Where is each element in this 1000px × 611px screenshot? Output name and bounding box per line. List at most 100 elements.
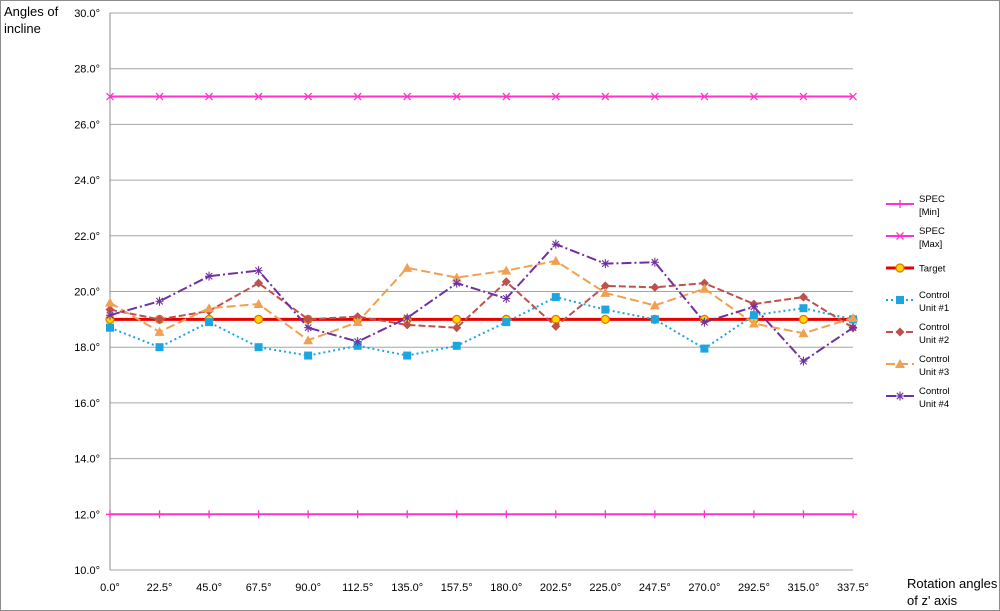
data-point [304, 510, 313, 519]
data-point [551, 293, 560, 302]
data-point [600, 314, 610, 324]
legend-label: [Min] [919, 207, 940, 218]
data-point [749, 302, 758, 312]
y-tick-label: 30.0° [74, 8, 100, 20]
x-tick-label: 292.5° [738, 582, 770, 594]
x-tick-label: 0.0° [100, 582, 120, 594]
data-point [600, 281, 610, 291]
data-point [649, 300, 660, 310]
data-point [452, 510, 461, 519]
x-tick-label: 337.5° [837, 582, 869, 594]
data-point [849, 323, 857, 333]
data-point [155, 92, 164, 101]
legend-label: Control [919, 354, 950, 365]
data-point [204, 303, 215, 313]
x-tick-label: 247.5° [639, 582, 671, 594]
legend-label: Control [919, 386, 950, 397]
data-point [352, 317, 363, 327]
data-point [748, 318, 759, 328]
data-point [155, 510, 164, 519]
data-point [798, 292, 808, 302]
data-point [254, 266, 263, 276]
data-point [105, 297, 115, 307]
data-point [451, 272, 462, 282]
series-control-unit-2 [105, 277, 858, 333]
data-point [155, 314, 165, 324]
data-point [253, 299, 264, 309]
legend-swatch-marker [896, 232, 904, 240]
data-point [403, 510, 412, 519]
data-point [650, 315, 659, 324]
data-point [452, 323, 462, 333]
data-point [650, 510, 659, 519]
legend-swatch-marker [896, 391, 904, 401]
data-point [848, 312, 858, 322]
series-line [109, 280, 854, 329]
data-point [551, 510, 560, 519]
legend-label: SPEC [919, 194, 945, 205]
legend-label: Control [919, 290, 950, 301]
data-point [205, 271, 214, 281]
x-tick-label: 202.5° [540, 582, 572, 594]
data-point [205, 318, 214, 327]
data-point [452, 341, 461, 350]
data-point [452, 92, 461, 101]
data-point [749, 92, 758, 101]
y-tick-label: 28.0° [74, 64, 100, 76]
x-tick-label: 90.0° [295, 582, 321, 594]
y-tick-label: 18.0° [74, 342, 100, 354]
data-point [699, 278, 709, 288]
legend-label: SPEC [919, 226, 945, 237]
series-control-unit-1 [106, 293, 857, 360]
data-point [452, 278, 461, 288]
legend-label: Target [919, 264, 946, 275]
data-point [650, 282, 660, 292]
legend-item: Control Unit #2 [886, 322, 950, 346]
data-point [501, 277, 511, 287]
data-point [601, 510, 610, 519]
data-point [551, 321, 561, 331]
data-point [403, 351, 412, 360]
legend-swatch-marker [895, 359, 905, 368]
x-tick-label: 180.0° [490, 582, 522, 594]
y-tick-label: 22.0° [74, 231, 100, 243]
data-point [402, 262, 413, 272]
data-point [254, 278, 264, 288]
data-point [650, 92, 659, 101]
data-point [106, 310, 114, 320]
legend-item: Control Unit #3 [886, 354, 950, 378]
x-tick-label: 67.5° [246, 582, 272, 594]
data-point [799, 510, 808, 519]
data-point [303, 335, 314, 345]
data-point [106, 323, 114, 332]
legend-label: Control [919, 322, 950, 333]
data-point [601, 92, 610, 101]
data-point [799, 304, 808, 313]
data-point [304, 92, 313, 101]
x-tick-label: 315.0° [787, 582, 819, 594]
data-point [353, 510, 362, 519]
x-tick-label: 112.5° [342, 582, 373, 594]
x-tick-label: 135.0° [391, 582, 423, 594]
y-tick-label: 20.0° [74, 287, 100, 299]
data-point [254, 92, 263, 101]
data-point [353, 337, 362, 347]
data-point [749, 311, 758, 320]
legend-swatch-marker [896, 200, 904, 208]
data-point [700, 92, 709, 101]
y-axis-title: Angles of incline [4, 4, 59, 36]
data-point [353, 92, 362, 101]
y-tick-label: 24.0° [74, 175, 100, 187]
series-spec-min [106, 510, 857, 519]
series-line [109, 243, 854, 363]
series-line [109, 259, 854, 342]
series-control-unit-3 [105, 255, 858, 345]
data-point [700, 344, 709, 353]
data-point [699, 283, 710, 293]
x-tick-label: 45.0° [196, 582, 222, 594]
data-point [254, 510, 263, 519]
data-point [105, 305, 115, 315]
data-point [402, 320, 412, 330]
